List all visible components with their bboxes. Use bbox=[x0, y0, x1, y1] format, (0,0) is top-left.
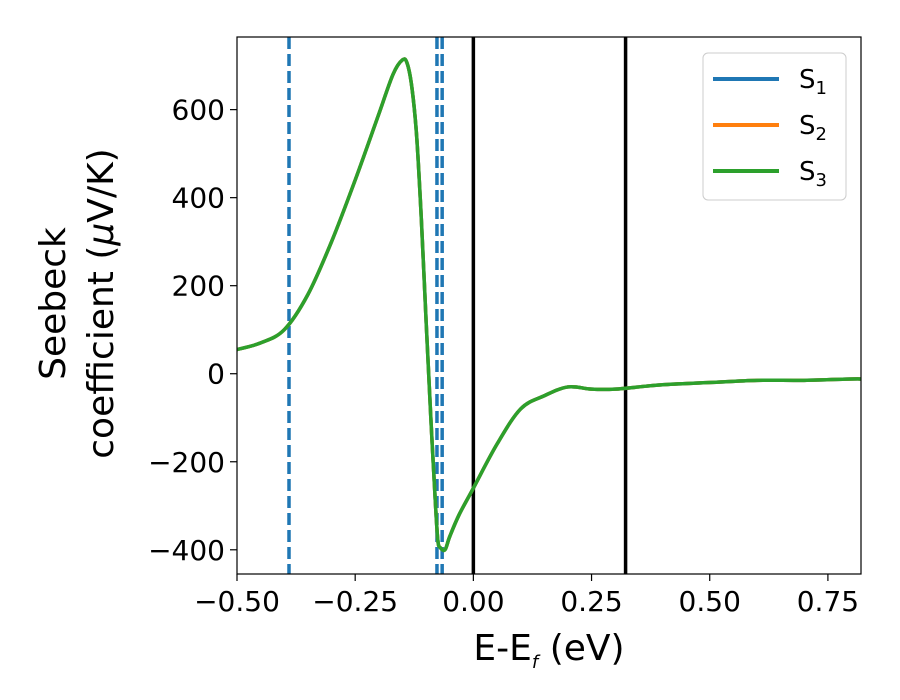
x-tick-label: −0.50 bbox=[194, 585, 280, 618]
y-tick-label: 600 bbox=[172, 94, 225, 127]
legend-label-2: S2 bbox=[799, 111, 827, 145]
y-tick-label: 400 bbox=[172, 182, 225, 215]
series-line-s3 bbox=[237, 57, 861, 553]
x-tick-label: −0.25 bbox=[312, 585, 398, 618]
legend-label-1: S1 bbox=[799, 65, 827, 99]
x-tick-label: 0.75 bbox=[797, 585, 859, 618]
y-axis-label-line1: Seebeck bbox=[33, 227, 74, 380]
y-tick-label: 0 bbox=[207, 358, 225, 391]
plot-frame bbox=[236, 36, 862, 575]
y-tick-label: −400 bbox=[148, 534, 225, 567]
x-tick-label: 0.00 bbox=[442, 585, 504, 618]
x-axis-label: E-Ef (eV) bbox=[473, 628, 624, 673]
y-tick-label: 200 bbox=[172, 270, 225, 303]
y-axis-label-line2: coefficient (μV/K) bbox=[81, 148, 122, 458]
x-tick-label: 0.25 bbox=[560, 585, 622, 618]
legend-label-3: S3 bbox=[799, 157, 827, 191]
y-tick-label: −200 bbox=[148, 446, 225, 479]
x-tick-label: 0.50 bbox=[679, 585, 741, 618]
